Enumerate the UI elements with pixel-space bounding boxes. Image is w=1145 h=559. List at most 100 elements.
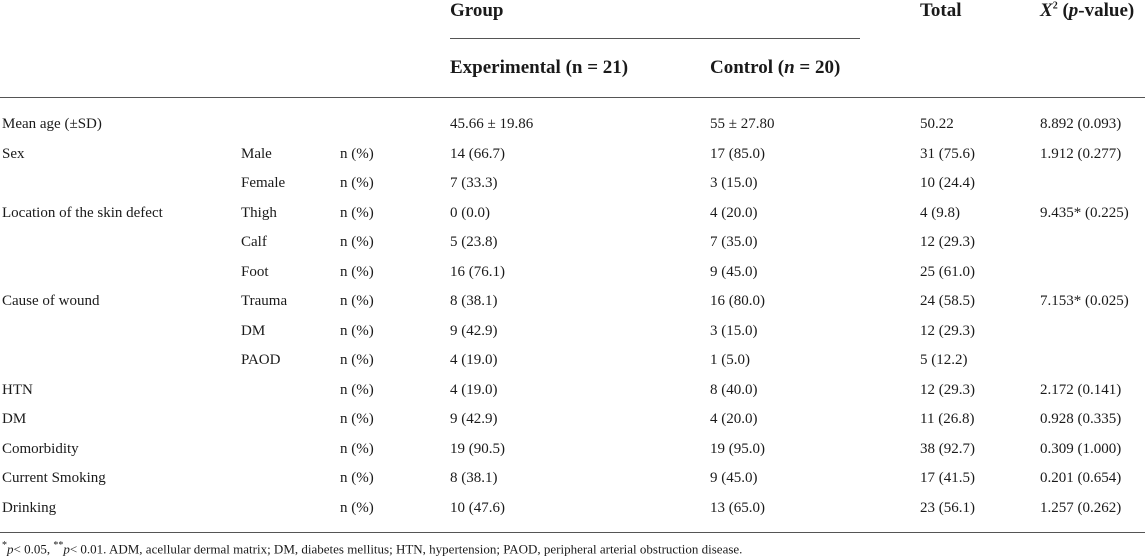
footnote-text1: < 0.05, xyxy=(13,541,54,557)
chi-symbol: X xyxy=(1040,0,1053,21)
chi-square-cell: 1.912 (0.277) xyxy=(1040,145,1122,162)
total-cell: 31 (75.6) xyxy=(920,145,975,162)
total-cell: 17 (41.5) xyxy=(920,470,975,486)
row-sublabel: Female xyxy=(241,175,286,191)
chi-square-cell: 8.892 (0.093) xyxy=(1040,116,1122,132)
total-cell: 38 (92.7) xyxy=(920,440,975,457)
table-row: Calf n (%) 5 (23.8) 7 (35.0) 12 (29.3) xyxy=(0,227,1145,257)
chi-square-cell: 2.172 (0.141) xyxy=(1040,381,1122,398)
chi-square-header: X2 (p-value) xyxy=(1040,0,1135,21)
experimental-cell: 8 (38.1) xyxy=(450,293,498,309)
experimental-cell: 5 (23.8) xyxy=(450,234,498,250)
experimental-cell: 10 (47.6) xyxy=(450,499,505,516)
row-unit: n (%) xyxy=(340,263,374,280)
chi-square-cell: 7.153* (0.025) xyxy=(1040,293,1129,309)
row-unit: n (%) xyxy=(340,381,374,398)
experimental-cell: 16 (76.1) xyxy=(450,263,505,280)
total-cell: 5 (12.2) xyxy=(920,352,968,368)
row-sublabel: Foot xyxy=(241,263,269,280)
control-cell: 13 (65.0) xyxy=(710,499,765,516)
total-cell: 23 (56.1) xyxy=(920,499,975,516)
chi-superscript: 2 xyxy=(1052,0,1058,12)
row-unit: n (%) xyxy=(340,499,374,516)
experimental-cell: 7 (33.3) xyxy=(450,175,498,191)
table-row: Mean age (±SD) 45.66 ± 19.86 55 ± 27.80 50.… xyxy=(0,109,1145,139)
experimental-cell: 14 (66.7) xyxy=(450,145,505,162)
row-unit: n (%) xyxy=(340,322,374,339)
table-row: Location of the skin defect Thigh n (%) 0 (… xyxy=(0,198,1145,228)
control-cell: 3 (15.0) xyxy=(710,175,758,191)
total-cell: 25 (61.0) xyxy=(920,263,975,280)
footnote-p1: p xyxy=(7,541,14,557)
control-pre: Control ( xyxy=(710,57,785,78)
row-label: Drinking xyxy=(2,499,57,516)
control-cell: 19 (95.0) xyxy=(710,440,765,457)
control-cell: 9 (45.0) xyxy=(710,263,758,280)
total-cell: 11 (26.8) xyxy=(920,411,975,427)
table-row: Sex Male n (%) 14 (66.7) 17 (85.0) 31 (75.6) 1… xyxy=(0,139,1145,169)
row-label: HTN xyxy=(2,381,33,398)
chi-square-cell: 0.309 (1.000) xyxy=(1040,440,1122,457)
experimental-cell: 8 (38.1) xyxy=(450,470,498,486)
control-n: n xyxy=(784,57,795,78)
row-unit: n (%) xyxy=(340,440,374,457)
row-sublabel: DM xyxy=(241,322,266,339)
row-unit: n (%) xyxy=(340,411,374,427)
total-cell: 12 (29.3) xyxy=(920,322,975,339)
control-header: Control (n = 20) xyxy=(710,57,840,79)
footnote-p2: p xyxy=(63,541,70,557)
table-row: Current Smoking n (%) 8 (38.1) 9 (45.0) 17 (… xyxy=(0,463,1145,493)
group-header: Group xyxy=(450,0,504,21)
row-unit: n (%) xyxy=(340,293,374,309)
row-sublabel: Calf xyxy=(241,234,267,250)
control-cell: 17 (85.0) xyxy=(710,145,765,162)
row-label: Comorbidity xyxy=(2,440,79,457)
control-cell: 9 (45.0) xyxy=(710,470,758,486)
experimental-cell: 9 (42.9) xyxy=(450,322,498,339)
row-label: Cause of wound xyxy=(2,293,100,309)
total-cell: 10 (24.4) xyxy=(920,175,975,191)
control-cell: 7 (35.0) xyxy=(710,234,758,250)
row-label: Current Smoking xyxy=(2,470,106,486)
row-sublabel: PAOD xyxy=(241,352,281,368)
control-cell: 8 (40.0) xyxy=(710,381,758,398)
row-unit: n (%) xyxy=(340,175,374,191)
control-cell: 3 (15.0) xyxy=(710,322,758,339)
control-post: = 20) xyxy=(794,57,841,78)
row-label: DM xyxy=(2,411,27,427)
chi-p: p xyxy=(1068,0,1079,21)
row-label: Sex xyxy=(2,145,25,162)
experimental-cell: 4 (19.0) xyxy=(450,352,498,368)
total-cell: 12 (29.3) xyxy=(920,234,975,250)
row-sublabel: Thigh xyxy=(241,204,277,221)
table-row: Drinking n (%) 10 (47.6) 13 (65.0) 23 (56.1)… xyxy=(0,493,1145,523)
table-row: PAOD n (%) 4 (19.0) 1 (5.0) 5 (12.2) xyxy=(0,345,1145,375)
table-row: HTN n (%) 4 (19.0) 8 (40.0) 12 (29.3) 2.172 (… xyxy=(0,375,1145,405)
experimental-cell: 19 (90.5) xyxy=(450,440,505,457)
control-cell: 4 (20.0) xyxy=(710,204,758,221)
chi-square-cell: 0.928 (0.335) xyxy=(1040,411,1122,427)
experimental-cell: 45.66 ± 19.86 xyxy=(450,116,534,132)
table-row: Female n (%) 7 (33.3) 3 (15.0) 10 (24.4) xyxy=(0,168,1145,198)
chi-square-cell: 0.201 (0.654) xyxy=(1040,470,1122,486)
total-header: Total xyxy=(920,0,962,21)
row-sublabel: Trauma xyxy=(241,293,288,309)
table-row: DM n (%) 9 (42.9) 3 (15.0) 12 (29.3) xyxy=(0,316,1145,346)
experimental-cell: 4 (19.0) xyxy=(450,381,498,398)
total-cell: 4 (9.8) xyxy=(920,204,960,221)
chi-square-cell: 1.257 (0.262) xyxy=(1040,499,1122,516)
row-unit: n (%) xyxy=(340,204,374,221)
row-unit: n (%) xyxy=(340,234,374,250)
chi-square-cell: 9.435* (0.225) xyxy=(1040,204,1129,221)
row-unit: n (%) xyxy=(340,470,374,486)
footnote-text2: < 0.01. ADM, acellular dermal matrix; DM… xyxy=(69,541,743,557)
table-row: Foot n (%) 16 (76.1) 9 (45.0) 25 (61.0) xyxy=(0,257,1145,287)
row-sublabel: Male xyxy=(241,145,272,162)
row-unit: n (%) xyxy=(340,145,374,162)
control-cell: 4 (20.0) xyxy=(710,411,758,427)
row-label: Mean age (±SD) xyxy=(2,116,102,132)
chi-rest: -value) xyxy=(1078,0,1135,21)
total-cell: 12 (29.3) xyxy=(920,381,975,398)
footnote: *p< 0.05, **p< 0.01. ADM, acellular derm… xyxy=(2,540,742,557)
footnote-star1: * xyxy=(2,540,7,551)
